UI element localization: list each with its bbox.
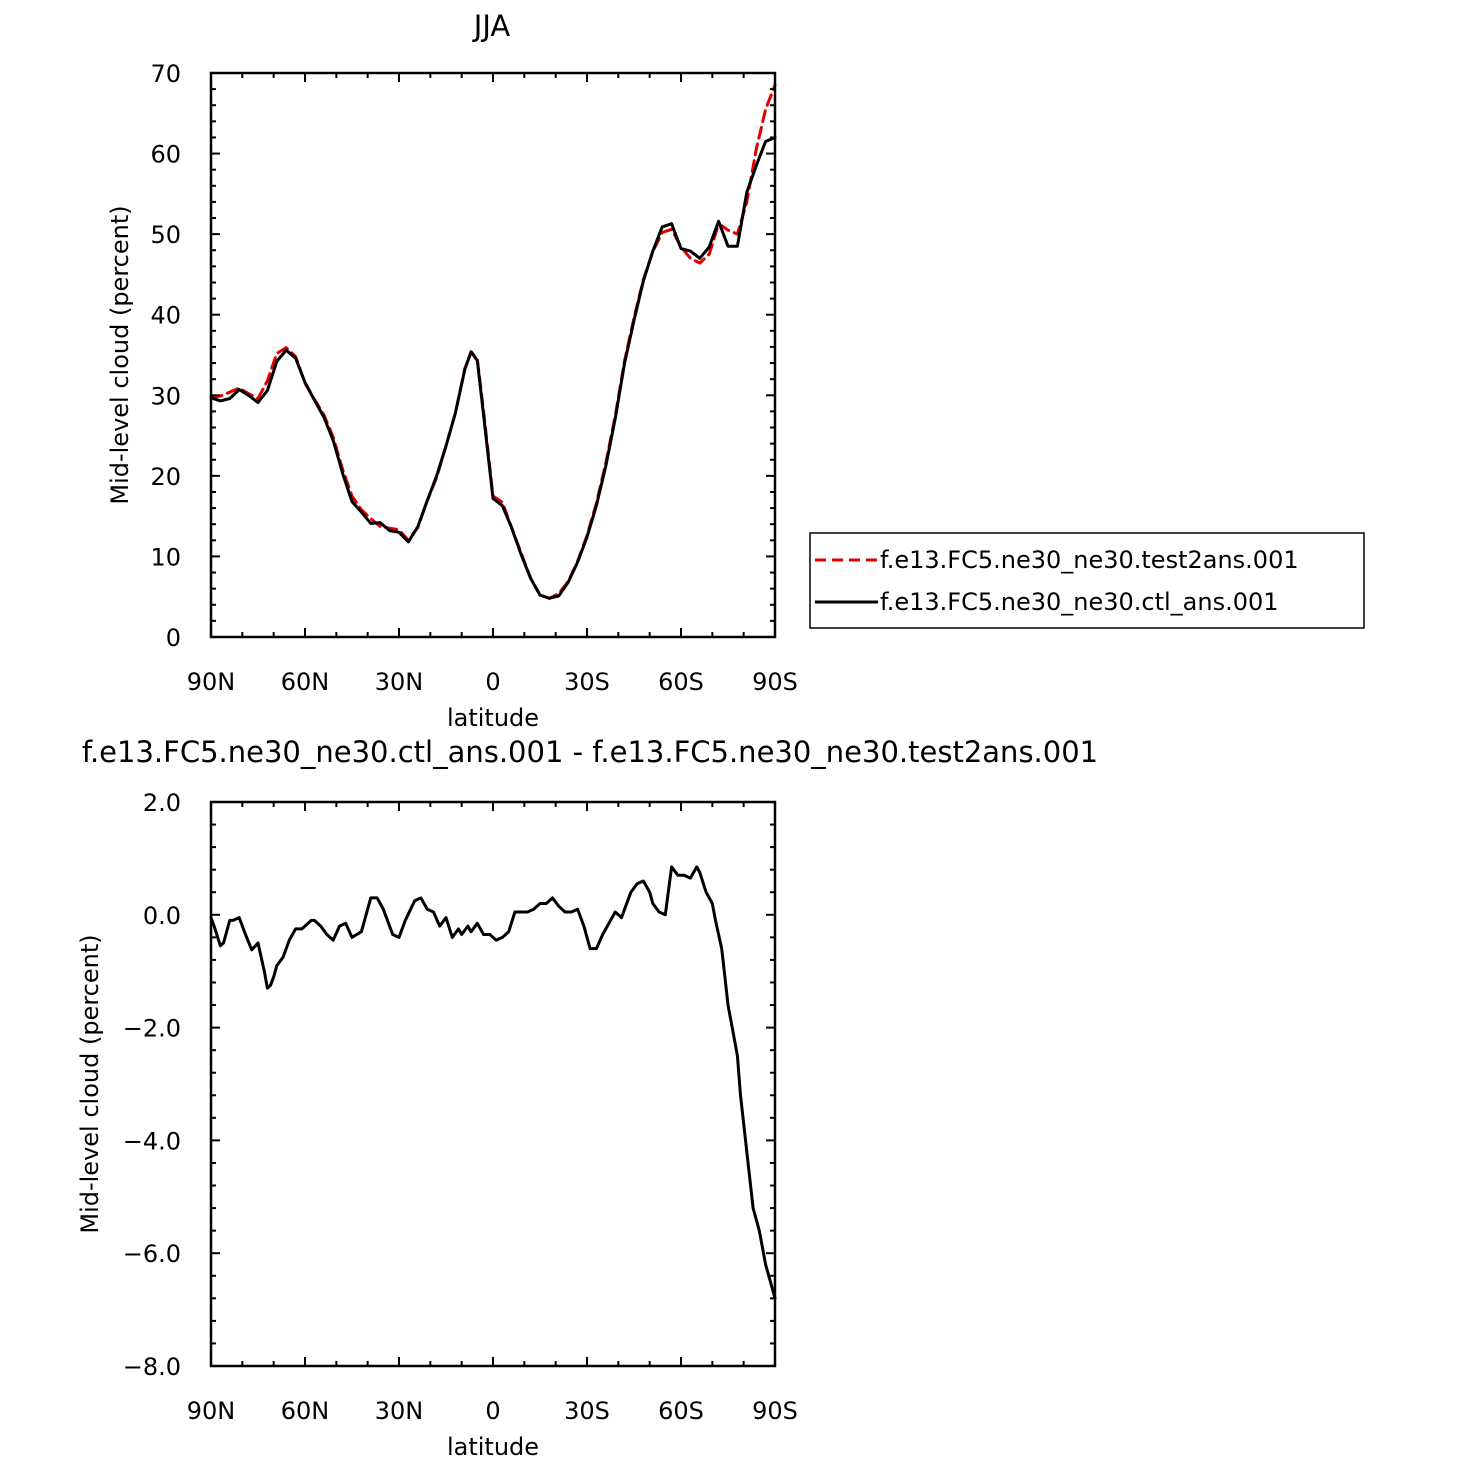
top-y-axis-title: Mid-level cloud (percent) xyxy=(106,205,134,504)
bottom-x-tick-label: 90S xyxy=(752,1397,798,1425)
bottom-y-tick-label: 0.0 xyxy=(143,902,181,930)
bottom-x-tick-label: 0 xyxy=(485,1397,500,1425)
top-series-line-1 xyxy=(209,136,777,600)
bottom-series-line-0 xyxy=(209,865,777,1300)
top-y-tick-label: 60 xyxy=(150,141,181,169)
bottom-x-axis-title: latitude xyxy=(447,1433,539,1461)
bottom-y-tick-label: −8.0 xyxy=(123,1353,181,1381)
bottom-axes: 90N 60N 30N 0 30S 60S 90S 2.0 0.0 −2.0 −4.0 −6.0 −8.… xyxy=(123,789,798,1425)
bottom-x-tick-label: 60N xyxy=(281,1397,330,1425)
bottom-x-tick-label: 30S xyxy=(564,1397,610,1425)
top-x-tick-label: 60N xyxy=(281,668,330,696)
top-panel-title: JJA xyxy=(472,9,511,43)
top-series-line-0 xyxy=(209,83,777,600)
top-y-tick-label: 70 xyxy=(150,60,181,88)
legend-label-test2ans: f.e13.FC5.ne30_ne30.test2ans.001 xyxy=(880,546,1299,574)
top-x-tick-label: 0 xyxy=(485,668,500,696)
top-axes: 90N 60N 30N 0 30S 60S 90S 0 10 20 30 40 50 60 70 xyxy=(150,60,797,696)
top-y-tick-label: 20 xyxy=(150,463,181,491)
top-y-tick-label: 50 xyxy=(150,221,181,249)
legend-box xyxy=(809,532,1365,629)
bottom-y-tick-label: −6.0 xyxy=(123,1240,181,1268)
bottom-x-tick-label: 30N xyxy=(375,1397,424,1425)
top-y-tick-label: 0 xyxy=(166,624,181,652)
top-x-tick-label: 90S xyxy=(752,668,798,696)
legend: f.e13.FC5.ne30_ne30.test2ans.001 f.e13.F… xyxy=(809,532,1365,629)
bottom-y-tick-label: −2.0 xyxy=(123,1015,181,1043)
top-x-tick-label: 90N xyxy=(187,668,236,696)
top-x-tick-label: 30N xyxy=(375,668,424,696)
top-y-tick-label: 30 xyxy=(150,382,181,410)
top-x-tick-label: 60S xyxy=(658,668,704,696)
bottom-y-tick-label: −4.0 xyxy=(123,1127,181,1155)
top-y-tick-label: 40 xyxy=(150,302,181,330)
top-y-tick-label: 10 xyxy=(150,543,181,571)
bottom-y-tick-label: 2.0 xyxy=(143,789,181,817)
bottom-y-axis-title: Mid-level cloud (percent) xyxy=(76,934,104,1233)
top-x-axis-title: latitude xyxy=(447,704,539,732)
bottom-panel-title: f.e13.FC5.ne30_ne30.ctl_ans.001 - f.e13.… xyxy=(82,735,1098,769)
legend-label-ctl-ans: f.e13.FC5.ne30_ne30.ctl_ans.001 xyxy=(880,588,1279,616)
bottom-panel: f.e13.FC5.ne30_ne30.ctl_ans.001 - f.e13.… xyxy=(76,735,1098,1461)
bottom-x-tick-label: 90N xyxy=(187,1397,236,1425)
bottom-x-tick-label: 60S xyxy=(658,1397,704,1425)
bottom-plot-area xyxy=(209,865,777,1300)
top-x-tick-label: 30S xyxy=(564,668,610,696)
bottom-plot-frame xyxy=(209,800,777,1368)
top-panel: JJA 90N 60N 30N 0 30S 60S 90S 0 10 20 30 40 50 60 70 l… xyxy=(106,9,1365,732)
top-plot-area xyxy=(209,83,777,600)
